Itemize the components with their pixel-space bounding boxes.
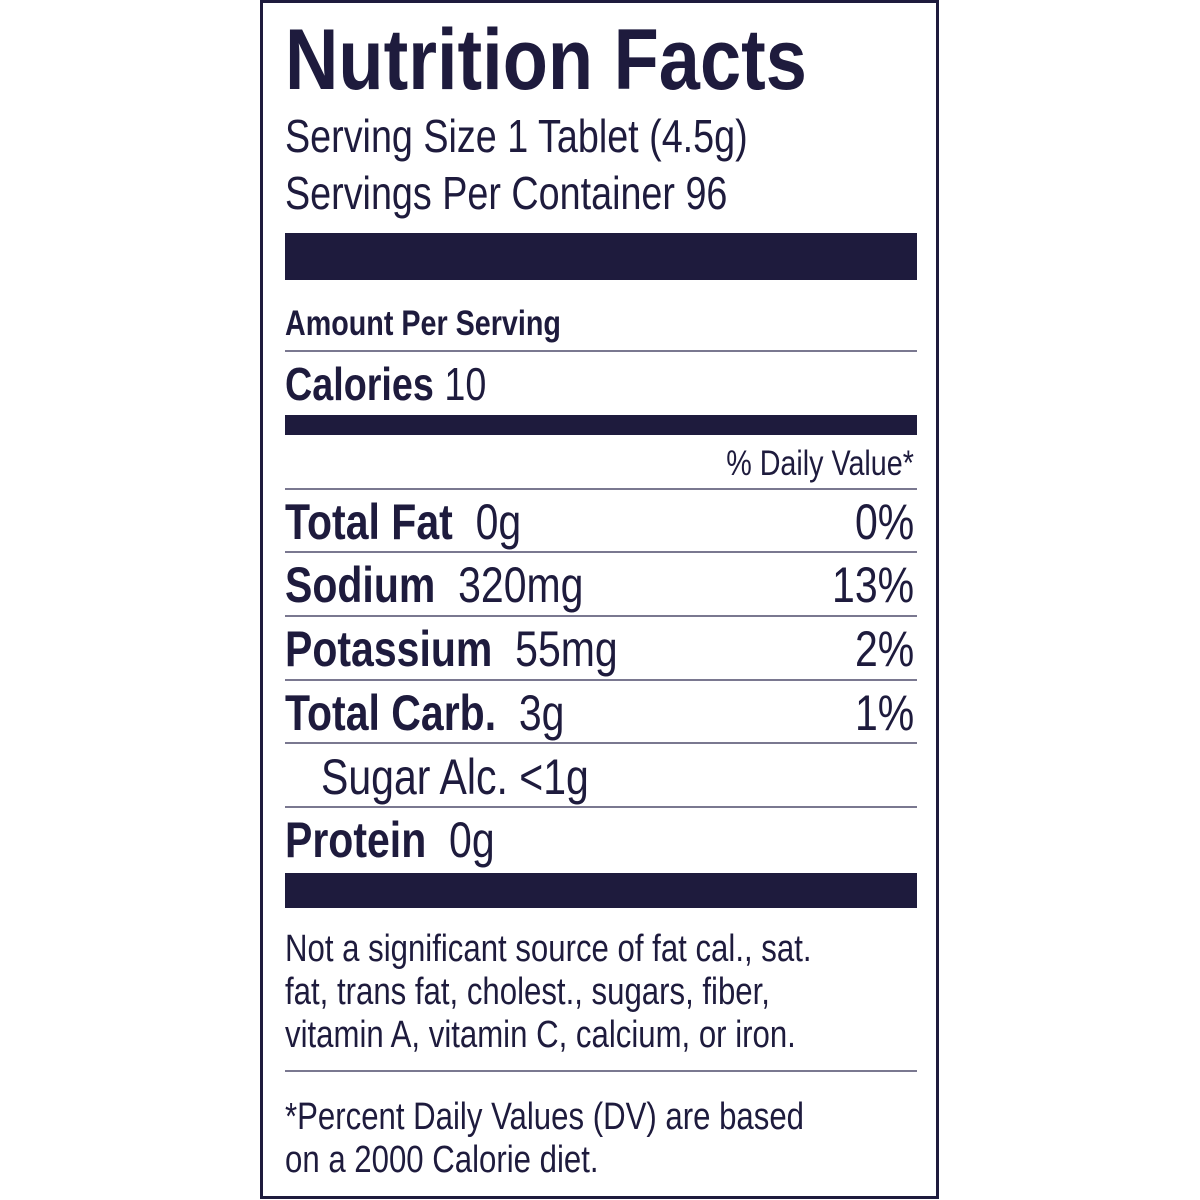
footnote-line: Not a significant source of fat cal., sa… xyxy=(285,928,812,970)
footnote-line: vitamin A, vitamin C, calcium, or iron. xyxy=(285,1014,796,1056)
footnote-line: fat, trans fat, cholest., sugars, fiber, xyxy=(285,971,770,1013)
nutrient-amount: <1g xyxy=(519,749,589,805)
nutrient-row-total-fat: Total Fat 0g xyxy=(285,497,521,547)
nutrient-name: Potassium xyxy=(285,621,493,677)
nutrient-dv: 13% xyxy=(831,557,914,613)
nutrient-name: Protein xyxy=(285,812,427,868)
nutrient-amount: 0g xyxy=(449,812,495,868)
nutrient-name: Total Carb. xyxy=(285,685,497,741)
nutrient-dv: 1% xyxy=(854,685,914,741)
nutrient-name: Sodium xyxy=(285,557,436,613)
nutrient-amount: 320mg xyxy=(458,557,584,613)
nutrient-row-sugar-alc: Sugar Alc. <1g xyxy=(321,752,589,802)
nutrient-row-potassium: Potassium 55mg xyxy=(285,624,618,674)
daily-value-header: % Daily Value* xyxy=(726,444,914,483)
divider xyxy=(285,551,917,553)
amount-per-serving: Amount Per Serving xyxy=(285,304,561,343)
nutrition-facts-label: Nutrition Facts Serving Size 1 Tablet (4… xyxy=(260,0,939,1199)
nutrient-dv: 2% xyxy=(854,621,914,677)
thick-divider xyxy=(285,233,917,280)
divider xyxy=(285,615,917,617)
nutrient-amount: 3g xyxy=(518,685,565,741)
dv-note-line: on a 2000 Calorie diet. xyxy=(285,1139,599,1181)
nutrient-row-total-carb: Total Carb. 3g xyxy=(285,688,564,738)
serving-size: Serving Size 1 Tablet (4.5g) xyxy=(285,110,748,162)
divider xyxy=(285,742,917,744)
divider xyxy=(285,679,917,681)
divider xyxy=(285,1070,917,1072)
divider xyxy=(285,488,917,490)
medium-divider xyxy=(285,415,917,435)
nutrient-name: Total Fat xyxy=(285,494,453,550)
nutrient-row-protein: Protein 0g xyxy=(285,815,495,865)
thick-divider xyxy=(285,873,917,908)
servings-per-container: Servings Per Container 96 xyxy=(285,167,728,219)
nutrient-amount: 55mg xyxy=(515,621,618,677)
calories-label: Calories xyxy=(285,358,434,410)
label-title: Nutrition Facts xyxy=(285,12,807,108)
nutrient-amount: 0g xyxy=(475,494,522,550)
divider xyxy=(285,350,917,352)
calories-row: Calories 10 xyxy=(285,361,486,407)
divider xyxy=(285,806,917,808)
nutrient-name: Sugar Alc. xyxy=(321,749,508,805)
calories-value: 10 xyxy=(444,358,487,410)
nutrient-row-sodium: Sodium 320mg xyxy=(285,560,583,610)
dv-note-line: *Percent Daily Values (DV) are based xyxy=(285,1096,804,1138)
nutrient-dv: 0% xyxy=(854,494,914,550)
